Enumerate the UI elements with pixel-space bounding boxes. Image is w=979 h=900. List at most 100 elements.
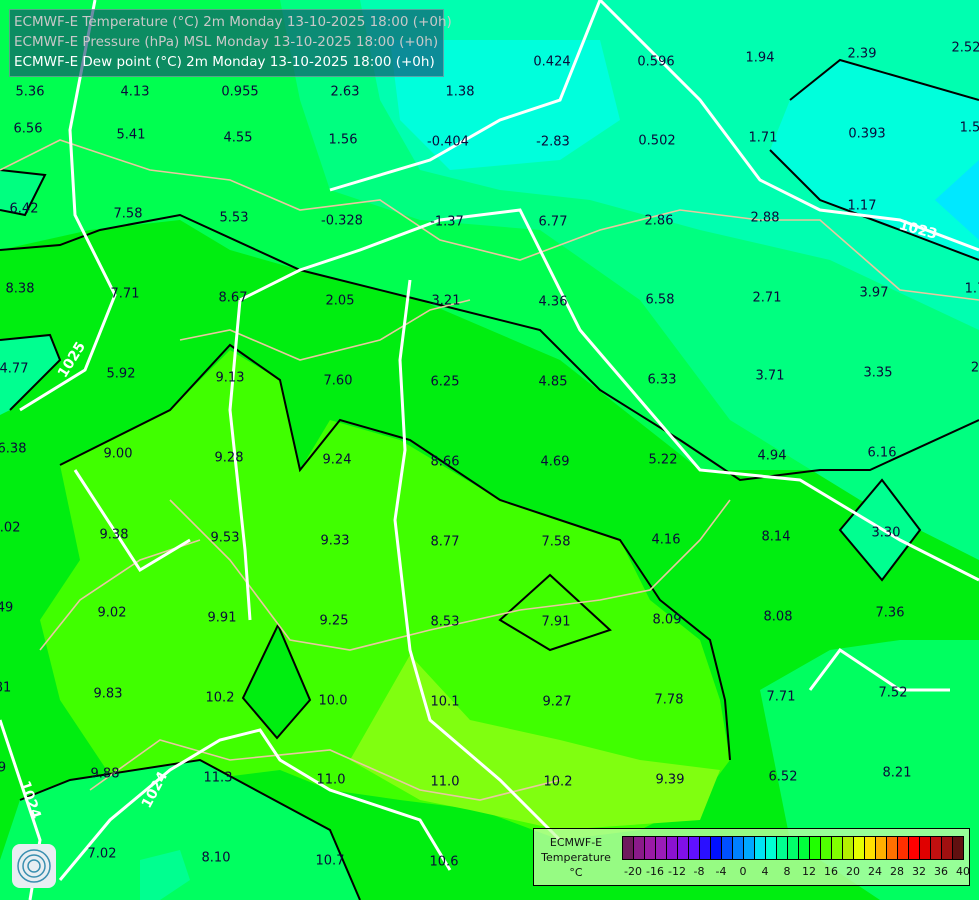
temperature-value-label: 5.92: [107, 367, 136, 382]
color-legend: ECMWF-E Temperature °C -20 -16 -12 -8 -4 0 4 8 1…: [533, 828, 970, 886]
legend-tick-label: 20: [846, 865, 860, 878]
temperature-value-label: 8.10: [202, 851, 231, 866]
temperature-value-label: 9.24: [323, 453, 352, 468]
country-borders: [0, 139, 979, 801]
temperature-value-label: 7.58: [114, 207, 143, 222]
temperature-value-label: -0.404: [427, 135, 469, 150]
temperature-value-label: 0.955: [221, 85, 258, 100]
legend-tick-label: -8: [693, 865, 705, 878]
legend-swatch: [865, 837, 876, 859]
temperature-value-label: 10.2: [206, 691, 235, 706]
temperature-value-label: 11.0: [317, 773, 346, 788]
legend-color-scale: [622, 836, 964, 860]
legend-swatch: [634, 837, 645, 859]
legend-swatch: [678, 837, 689, 859]
legend-tick-label: -12: [668, 865, 686, 878]
temperature-value-label: 4.77: [0, 362, 28, 377]
legend-swatch: [931, 837, 942, 859]
temperature-value-label: 0.424: [533, 55, 570, 70]
temperature-value-label: 5.41: [117, 128, 146, 143]
legend-swatch: [953, 837, 963, 859]
temperature-value-label: 1.7: [965, 282, 979, 297]
legend-swatch: [821, 837, 832, 859]
temperature-value-label: 6.33: [648, 373, 677, 388]
temperature-labels: 5.36 4.13 0.955 2.63 1.38 0.424 0.596 1.94 2.39 2…: [0, 41, 979, 870]
legend-tick-label: 40: [956, 865, 970, 878]
legend-tick-label: 8: [783, 865, 791, 878]
layer-title-temperature[interactable]: ECMWF-E Temperature (°C) 2m Monday 13-10…: [14, 14, 452, 30]
legend-swatch: [854, 837, 865, 859]
legend-swatch: [689, 837, 700, 859]
temperature-value-label: 0.502: [638, 134, 675, 149]
temperature-value-label: 6.58: [646, 293, 675, 308]
temperature-value-label: 2.86: [645, 214, 674, 229]
temperature-value-label: 9.25: [320, 614, 349, 629]
temperature-value-label: 2.63: [331, 85, 360, 100]
legend-tick-label: 28: [890, 865, 904, 878]
legend-tick-label: 32: [912, 865, 926, 878]
temperature-value-label: 1.56: [329, 133, 358, 148]
temperature-value-label: 9.13: [216, 371, 245, 386]
temperature-value-label: 11.3: [204, 771, 233, 786]
temperature-value-label: 8.09: [653, 613, 682, 628]
legend-tick-label: -4: [715, 865, 727, 878]
legend-swatch: [711, 837, 722, 859]
temperature-value-label: 6.25: [431, 375, 460, 390]
temperature-value-label: 2.88: [751, 211, 780, 226]
legend-swatch: [898, 837, 909, 859]
temperature-value-label: 9: [0, 761, 6, 776]
legend-swatch: [887, 837, 898, 859]
temperature-value-label: 8.53: [431, 615, 460, 630]
legend-ticks: -20 -16 -12 -8 -4 0 4 8 12 16 20 24 28 32 36 40: [622, 865, 970, 881]
legend-swatch: [909, 837, 920, 859]
temperature-value-label: 9.83: [94, 687, 123, 702]
temperature-value-label: 5.53: [220, 211, 249, 226]
legend-swatch: [623, 837, 634, 859]
temperature-value-label: 81: [0, 681, 11, 696]
layer-title-pressure[interactable]: ECMWF-E Pressure (hPa) MSL Monday 13-10-…: [14, 34, 439, 50]
temperature-value-label: 10.1: [431, 695, 460, 710]
temperature-value-label: 6.16: [868, 446, 897, 461]
temperature-value-label: -2.83: [536, 135, 570, 150]
temperature-value-label: 7.36: [876, 606, 905, 621]
temperature-value-label: 9.33: [321, 534, 350, 549]
legend-tick-label: 0: [739, 865, 747, 878]
temperature-value-label: 4.69: [541, 455, 570, 470]
temperature-value-label: -1.37: [430, 215, 464, 230]
legend-swatch: [788, 837, 799, 859]
temperature-value-label: 7.71: [767, 690, 796, 705]
temperature-value-label: 10.0: [319, 694, 348, 709]
legend-title: ECMWF-E Temperature °C: [538, 835, 614, 880]
legend-swatch: [755, 837, 766, 859]
legend-model: ECMWF-E: [549, 836, 603, 849]
legend-tick-label: 24: [868, 865, 882, 878]
temperature-value-label: 6.42: [10, 202, 39, 217]
legend-swatch: [766, 837, 777, 859]
legend-swatch: [920, 837, 931, 859]
legend-tick-label: -16: [646, 865, 664, 878]
temperature-value-label: 7.71: [111, 287, 140, 302]
temperature-value-label: 1.71: [749, 131, 778, 146]
temperature-value-label: 3.21: [432, 294, 461, 309]
temperature-value-label: 1.94: [746, 51, 775, 66]
temperature-value-label: 3.97: [860, 286, 889, 301]
legend-swatch: [843, 837, 854, 859]
temperature-value-label: 9.53: [211, 531, 240, 546]
temperature-value-label: 6.56: [14, 122, 43, 137]
legend-swatch: [700, 837, 711, 859]
temperature-value-label: 9.91: [208, 611, 237, 626]
temperature-value-label: 10.2: [544, 775, 573, 790]
temperature-value-label: 1.17: [848, 199, 877, 214]
temperature-value-label: 1.02: [0, 521, 20, 536]
temperature-value-label: 9.88: [91, 767, 120, 782]
temperature-value-label: 6.77: [539, 215, 568, 230]
temperature-value-label: 9.27: [543, 695, 572, 710]
legend-tick-label: 36: [934, 865, 948, 878]
temperature-value-label: 4.55: [224, 131, 253, 146]
layer-title-dewpoint[interactable]: ECMWF-E Dew point (°C) 2m Monday 13-10-2…: [14, 54, 435, 70]
temperature-value-label: 8.77: [431, 535, 460, 550]
temperature-value-label: 4.36: [539, 295, 568, 310]
temperature-value-label: 8.21: [883, 766, 912, 781]
